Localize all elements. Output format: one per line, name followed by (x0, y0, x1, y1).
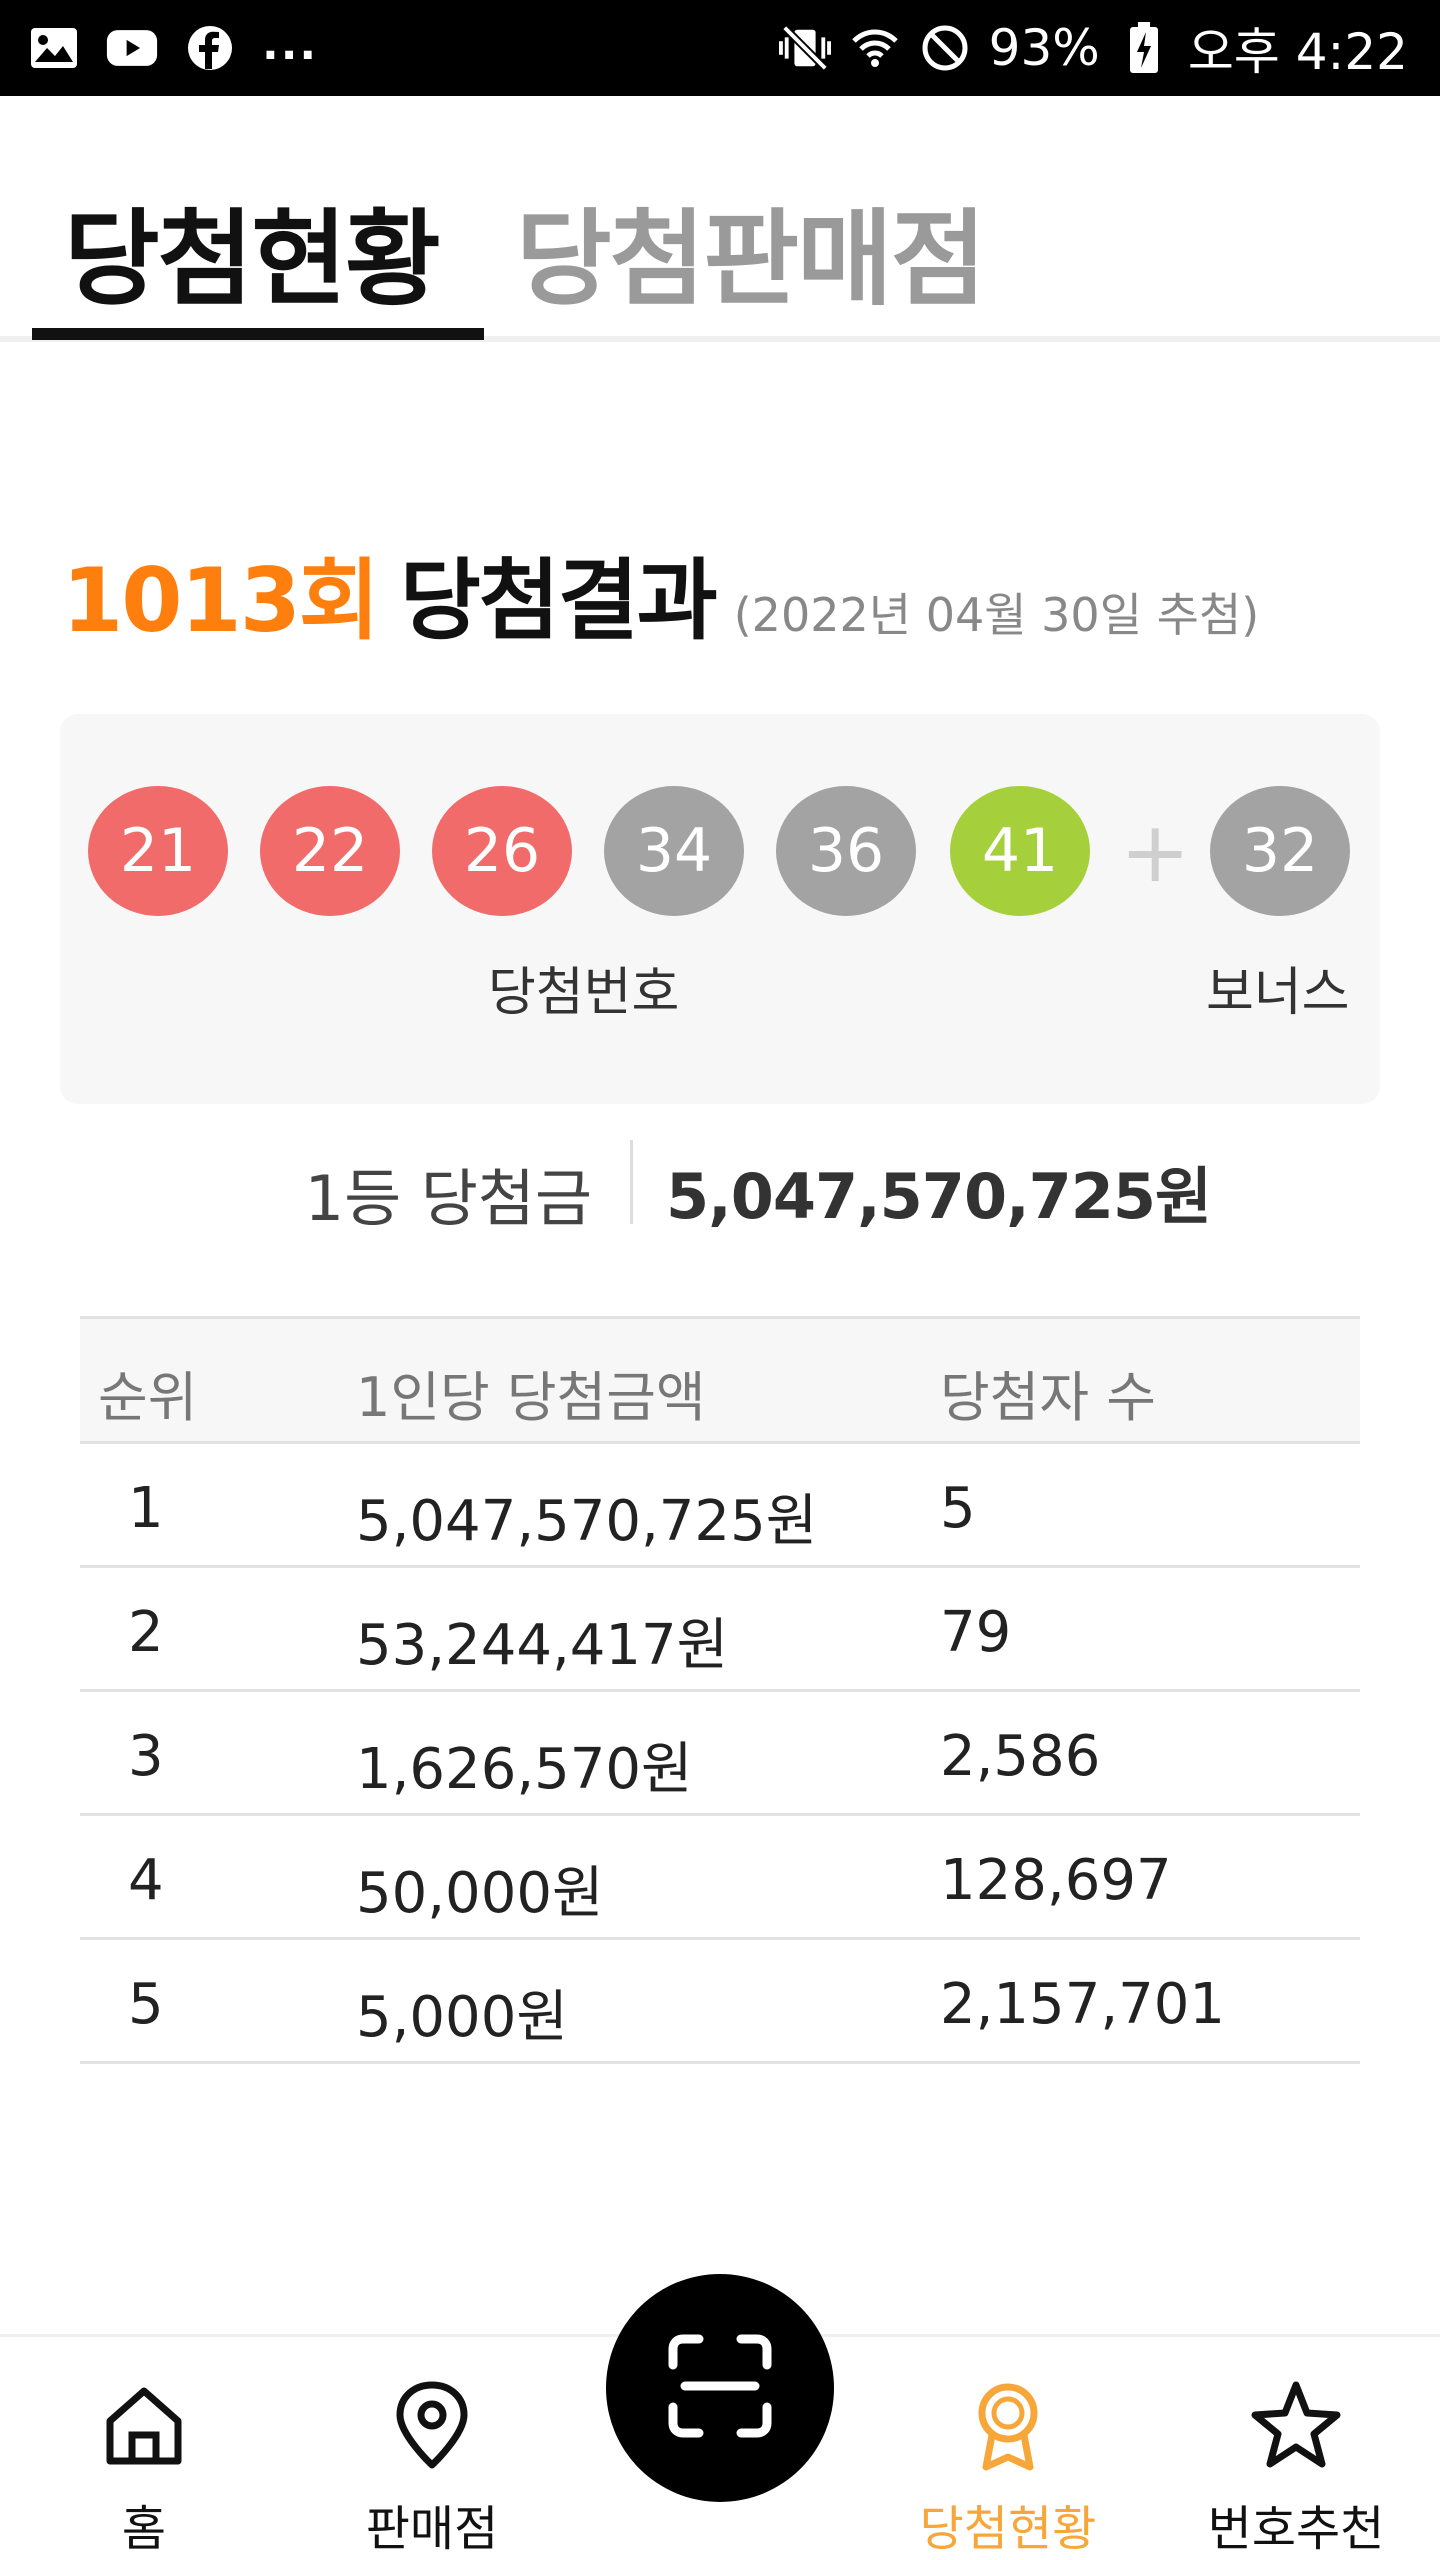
nav-winning-status[interactable]: 당첨현황 (898, 2377, 1118, 2559)
winners-cell: 79 (940, 1600, 1012, 1665)
winning-ball: 41 (950, 786, 1090, 916)
round-heading: 1013회 당첨결과 (2022년 04월 30일 추첨) (62, 530, 1259, 657)
tab-winning-stores[interactable]: 당첨판매점 (516, 198, 986, 320)
rank-cell: 5 (128, 1972, 164, 2037)
table-row: 3 1,626,570원 2,586 (80, 1692, 1360, 1816)
amount-cell: 53,244,417원 (356, 1613, 729, 1678)
battery-percent: 93% (988, 19, 1100, 77)
winners-cell: 5 (940, 1476, 976, 1541)
bonus-ball: 32 (1210, 786, 1350, 916)
medal-icon (898, 2377, 1118, 2473)
youtube-icon (106, 22, 158, 74)
top-tabs: 당첨현황 당첨판매점 (0, 96, 1440, 342)
nav-home-label: 홈 (121, 2501, 167, 2557)
winners-cell: 2,586 (940, 1724, 1101, 1789)
nav-number-recommend-label: 번호추천 (1207, 2501, 1385, 2557)
round-number: 1013회 (62, 549, 380, 652)
home-icon (34, 2377, 254, 2473)
winning-ball: 34 (604, 786, 744, 916)
winners-cell: 128,697 (940, 1848, 1172, 1913)
nav-number-recommend[interactable]: 번호추천 (1186, 2377, 1406, 2559)
table-row: 4 50,000원 128,697 (80, 1816, 1360, 1940)
bonus-caption: 보너스 (1206, 963, 1350, 1023)
draw-date: (2022년 04월 30일 추첨) (733, 588, 1260, 642)
battery-charging-icon (1118, 22, 1170, 74)
amount-cell: 5,000원 (356, 1985, 568, 2050)
gallery-icon (28, 22, 80, 74)
header-amount: 1인당 당첨금액 (356, 1366, 706, 1429)
nav-stores-label: 판매점 (365, 2501, 499, 2557)
rank-cell: 3 (128, 1724, 164, 1789)
amount-cell: 5,047,570,725원 (356, 1489, 818, 1554)
table-header: 순위 1인당 당첨금액 당첨자 수 (80, 1316, 1360, 1444)
amount-cell: 50,000원 (356, 1861, 604, 1926)
status-bar: ... 93% 오후 4:22 (0, 0, 1440, 96)
header-rank: 순위 (98, 1366, 198, 1429)
nav-stores[interactable]: 판매점 (322, 2377, 542, 2559)
winners-cell: 2,157,701 (940, 1972, 1226, 2037)
winning-ball: 22 (260, 786, 400, 916)
first-prize-summary: 1등 당첨금 5,047,570,725원 (0, 1140, 1440, 1235)
prize-table: 순위 1인당 당첨금액 당첨자 수 1 5,047,570,725원 5 2 5… (80, 1316, 1360, 2064)
divider (630, 1140, 633, 1224)
wifi-icon (849, 22, 901, 74)
rank-cell: 2 (128, 1600, 164, 1665)
more-notifications: ... (262, 18, 319, 70)
status-bar-left: ... (28, 0, 318, 96)
table-row: 2 53,244,417원 79 (80, 1568, 1360, 1692)
header-winners: 당첨자 수 (940, 1366, 1156, 1429)
first-prize-amount: 5,047,570,725원 (666, 1160, 1212, 1233)
tab-winning-status[interactable]: 당첨현황 (64, 198, 441, 320)
qr-scan-button[interactable] (606, 2274, 834, 2502)
rank-cell: 4 (128, 1848, 164, 1913)
round-title: 당첨결과 (399, 549, 718, 652)
first-prize-label: 1등 당첨금 (304, 1162, 592, 1235)
plus-sign: + (1120, 803, 1191, 901)
amount-cell: 1,626,570원 (356, 1737, 693, 1802)
facebook-icon (184, 22, 236, 74)
rank-cell: 1 (128, 1476, 164, 1541)
star-icon (1186, 2377, 1406, 2473)
vibrate-icon (778, 22, 831, 74)
winning-ball: 26 (432, 786, 572, 916)
nav-winning-status-label: 당첨현황 (919, 2501, 1097, 2557)
clock: 오후 4:22 (1187, 23, 1408, 81)
status-bar-right: 93% 오후 4:22 (778, 0, 1408, 96)
nav-home[interactable]: 홈 (34, 2377, 254, 2559)
table-row: 1 5,047,570,725원 5 (80, 1444, 1360, 1568)
do-not-disturb-icon (919, 22, 971, 74)
active-tab-indicator (32, 328, 484, 340)
winning-ball: 21 (88, 786, 228, 916)
scan-icon (665, 2331, 775, 2445)
winning-numbers-caption: 당첨번호 (488, 963, 680, 1023)
table-row: 5 5,000원 2,157,701 (80, 1940, 1360, 2064)
winning-ball: 36 (776, 786, 916, 916)
winning-numbers-card: 21 22 26 34 36 41 + 32 당첨번호 보너스 (60, 714, 1380, 1104)
map-pin-icon (322, 2377, 542, 2473)
